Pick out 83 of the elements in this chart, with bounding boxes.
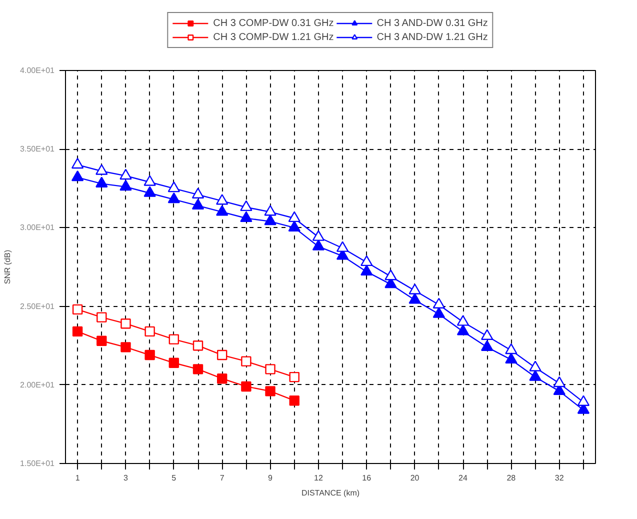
point bbox=[408, 293, 421, 304]
point bbox=[72, 304, 83, 315]
point bbox=[289, 372, 300, 382]
point bbox=[241, 381, 252, 392]
x-tick-label: 9 bbox=[268, 474, 274, 482]
point bbox=[288, 211, 300, 222]
x-tick-label: 12 bbox=[314, 474, 324, 482]
point bbox=[240, 211, 252, 222]
point bbox=[264, 214, 276, 226]
point bbox=[71, 170, 84, 182]
point bbox=[432, 307, 446, 318]
x-tick-label: 1 bbox=[75, 474, 80, 482]
point bbox=[360, 255, 373, 266]
point bbox=[241, 356, 252, 366]
point bbox=[71, 158, 84, 169]
point bbox=[144, 186, 156, 197]
y-tick-label: 4.00E+01 bbox=[20, 66, 56, 75]
point bbox=[168, 334, 180, 344]
point bbox=[432, 298, 446, 309]
legend-label: CH 3 AND-DW 1.21 GHz bbox=[376, 31, 488, 43]
point bbox=[577, 395, 590, 406]
point bbox=[216, 374, 228, 384]
point bbox=[312, 230, 325, 241]
point bbox=[240, 200, 252, 212]
y-axis-title: SNR (dB) bbox=[3, 250, 12, 284]
point bbox=[529, 370, 542, 381]
point bbox=[120, 342, 131, 352]
y-tick-label: 3.00E+01 bbox=[20, 223, 56, 232]
point bbox=[265, 364, 276, 374]
point bbox=[192, 364, 204, 374]
x-tick-label: 16 bbox=[362, 474, 372, 482]
point bbox=[505, 352, 518, 364]
legend-label: CH 3 COMP-DW 1.21 GHz bbox=[213, 31, 334, 43]
point bbox=[192, 188, 204, 198]
point bbox=[96, 336, 107, 346]
point bbox=[360, 264, 373, 276]
x-tick-label: 7 bbox=[220, 474, 225, 482]
point bbox=[216, 205, 228, 216]
y-tick-label: 1.50E+01 bbox=[20, 459, 56, 468]
point bbox=[480, 340, 494, 351]
legend-label: CH 3 AND-DW 0.31 GHz bbox=[376, 17, 488, 29]
point bbox=[72, 326, 83, 337]
point bbox=[120, 168, 132, 180]
point bbox=[289, 396, 300, 406]
point bbox=[120, 318, 131, 329]
point bbox=[480, 329, 494, 340]
y-tick-label: 3.50E+01 bbox=[20, 144, 56, 154]
point bbox=[168, 181, 180, 192]
point bbox=[192, 340, 204, 351]
point bbox=[144, 350, 155, 360]
point bbox=[265, 386, 276, 396]
point bbox=[505, 343, 518, 354]
point bbox=[288, 220, 300, 232]
x-axis-title: DISTANCE (km) bbox=[301, 488, 360, 498]
point bbox=[456, 315, 470, 326]
point bbox=[168, 358, 180, 368]
point bbox=[312, 240, 325, 250]
legend-label: CH 3 COMP-DW 0.31 GHz bbox=[213, 17, 334, 29]
point bbox=[96, 312, 107, 322]
y-tick-label: 2.00E+01 bbox=[20, 380, 56, 390]
x-tick-label: 20 bbox=[410, 474, 420, 482]
point bbox=[120, 180, 132, 191]
x-tick-label: 3 bbox=[124, 474, 129, 482]
point bbox=[96, 176, 108, 188]
point bbox=[96, 164, 108, 175]
point bbox=[216, 194, 228, 205]
point bbox=[144, 175, 156, 186]
y-tick-label: 2.50E+01 bbox=[20, 302, 56, 311]
point bbox=[384, 269, 397, 280]
point bbox=[456, 324, 470, 336]
point bbox=[168, 192, 180, 204]
point bbox=[144, 326, 155, 337]
point bbox=[408, 284, 421, 294]
x-tick-label: 28 bbox=[506, 474, 516, 482]
x-tick-label: 24 bbox=[458, 474, 468, 482]
x-tick-label: 32 bbox=[554, 474, 564, 482]
point bbox=[264, 205, 276, 216]
point bbox=[192, 198, 204, 210]
point bbox=[529, 360, 542, 372]
point bbox=[216, 350, 228, 360]
x-tick-label: 5 bbox=[172, 474, 177, 482]
point bbox=[553, 376, 566, 388]
point bbox=[336, 241, 349, 252]
